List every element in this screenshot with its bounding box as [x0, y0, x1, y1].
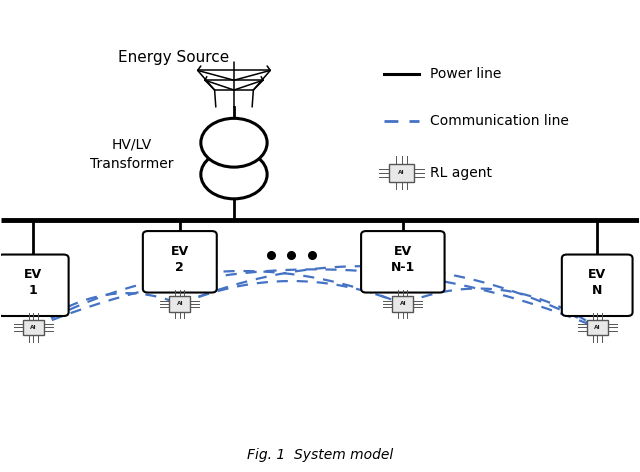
Text: EV
1: EV 1 — [24, 269, 42, 297]
Circle shape — [201, 150, 267, 199]
FancyBboxPatch shape — [390, 164, 413, 182]
Text: AI: AI — [594, 325, 600, 329]
Text: HV/LV
Transformer: HV/LV Transformer — [90, 137, 174, 171]
FancyBboxPatch shape — [143, 231, 217, 293]
Text: AI: AI — [399, 301, 406, 306]
Text: AI: AI — [30, 325, 36, 329]
FancyBboxPatch shape — [170, 296, 190, 312]
Text: EV
N: EV N — [588, 269, 606, 297]
Text: Power line: Power line — [430, 67, 502, 81]
Text: AI: AI — [398, 170, 405, 175]
FancyBboxPatch shape — [23, 320, 44, 335]
FancyBboxPatch shape — [0, 254, 68, 316]
FancyBboxPatch shape — [392, 296, 413, 312]
FancyBboxPatch shape — [587, 320, 608, 335]
Text: EV
2: EV 2 — [171, 245, 189, 274]
Circle shape — [201, 118, 267, 167]
Text: Energy Source: Energy Source — [118, 50, 229, 65]
Text: Communication line: Communication line — [430, 114, 569, 128]
Text: EV
N-1: EV N-1 — [390, 245, 415, 274]
FancyBboxPatch shape — [562, 254, 632, 316]
FancyBboxPatch shape — [361, 231, 445, 293]
Text: AI: AI — [177, 301, 183, 306]
Text: Fig. 1  System model: Fig. 1 System model — [247, 448, 393, 462]
Text: RL agent: RL agent — [430, 166, 492, 180]
